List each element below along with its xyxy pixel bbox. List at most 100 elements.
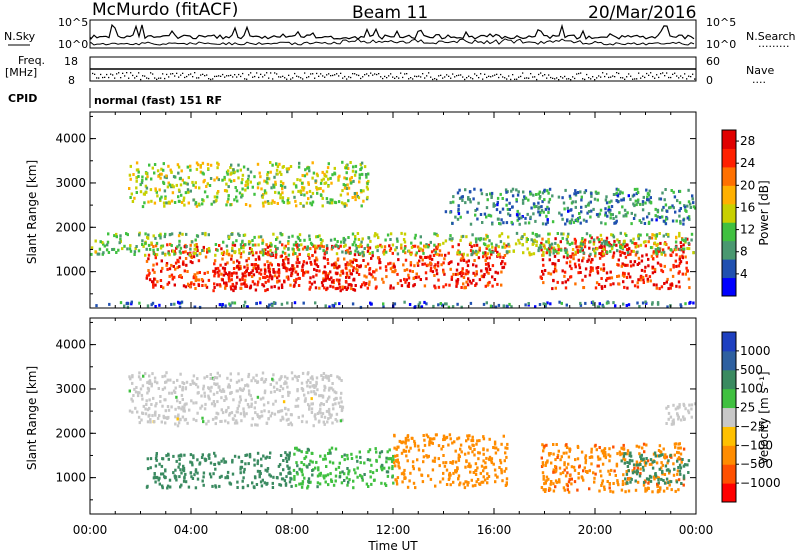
power-cell bbox=[90, 252, 93, 256]
velocity-cell bbox=[469, 470, 472, 474]
velocity-ytick-label: 2000 bbox=[55, 426, 86, 440]
power-cell bbox=[544, 207, 548, 211]
power-cell bbox=[225, 189, 229, 193]
nave-point bbox=[132, 74, 134, 77]
power-cell bbox=[174, 261, 178, 265]
power-cell bbox=[606, 277, 609, 280]
velocity-cell bbox=[576, 488, 579, 492]
beam-title: Beam 11 bbox=[352, 3, 428, 23]
power-cell bbox=[565, 237, 569, 241]
power-cell bbox=[225, 182, 228, 186]
velocity-cell bbox=[549, 482, 552, 486]
power-cell bbox=[423, 244, 426, 248]
nave-point bbox=[468, 75, 470, 77]
power-cell bbox=[154, 305, 157, 308]
power-cell bbox=[684, 302, 687, 306]
power-cell bbox=[544, 222, 548, 226]
power-cell bbox=[543, 246, 546, 250]
velocity-cell bbox=[625, 470, 628, 473]
velocity-cell bbox=[225, 397, 228, 401]
power-cell bbox=[250, 263, 254, 267]
velocity-cell bbox=[423, 443, 427, 447]
power-cell bbox=[139, 183, 142, 187]
power-cell bbox=[223, 177, 226, 181]
velocity-cell bbox=[263, 391, 267, 395]
nave-point bbox=[294, 72, 296, 75]
power-cell bbox=[255, 251, 258, 255]
power-cell bbox=[602, 263, 605, 267]
velocity-cell bbox=[335, 412, 339, 416]
power-cell bbox=[293, 267, 296, 271]
power-cell bbox=[332, 304, 336, 308]
velocity-cell bbox=[504, 484, 508, 487]
power-cell bbox=[154, 187, 157, 191]
power-cell bbox=[298, 261, 301, 265]
power-cell bbox=[188, 285, 192, 289]
velocity-cell bbox=[311, 384, 314, 388]
power-cell bbox=[419, 278, 422, 281]
power-cell bbox=[276, 236, 279, 240]
power-cell bbox=[370, 302, 373, 306]
velocity-cell bbox=[326, 420, 329, 424]
power-cell bbox=[403, 246, 407, 250]
power-cell bbox=[396, 239, 399, 243]
velocity-cell bbox=[311, 402, 314, 406]
velocity-cell bbox=[198, 461, 202, 465]
velocity-cell bbox=[661, 453, 664, 457]
velocity-cell bbox=[260, 464, 263, 468]
power-cell bbox=[145, 274, 149, 278]
velocity-cell bbox=[547, 477, 550, 481]
power-cell bbox=[330, 276, 333, 280]
velocity-cell bbox=[164, 469, 167, 473]
power-cell bbox=[649, 200, 653, 204]
velocity-cell bbox=[149, 457, 153, 461]
velocity-cell bbox=[404, 436, 408, 440]
power-cell bbox=[228, 278, 232, 282]
power-cell bbox=[334, 302, 337, 306]
power-cell bbox=[291, 190, 295, 194]
power-cell bbox=[516, 218, 519, 222]
power-cell bbox=[407, 282, 411, 285]
velocity-cell bbox=[395, 447, 398, 451]
power-cell bbox=[315, 185, 318, 189]
velocity-cell bbox=[209, 461, 213, 465]
power-cell bbox=[407, 249, 411, 253]
velocity-cell bbox=[409, 471, 412, 475]
velocity-cell bbox=[235, 380, 239, 384]
velocity-cell bbox=[235, 410, 238, 414]
velocity-cell bbox=[567, 455, 571, 459]
power-cell bbox=[416, 263, 420, 267]
nave-point bbox=[514, 78, 516, 80]
power-cell bbox=[485, 246, 488, 250]
velocity-cell bbox=[392, 458, 395, 462]
velocity-cell bbox=[673, 467, 676, 471]
power-cell bbox=[209, 177, 213, 180]
velocity-cell bbox=[608, 447, 611, 451]
velocity-cell bbox=[663, 481, 667, 485]
power-cell bbox=[621, 205, 624, 209]
velocity-cell bbox=[328, 448, 331, 452]
power-cell bbox=[247, 174, 250, 178]
velocity-cell bbox=[194, 486, 198, 490]
velocity-cell bbox=[287, 408, 290, 412]
velocity-cell bbox=[322, 375, 325, 379]
power-cell bbox=[482, 251, 485, 255]
nave-point bbox=[298, 76, 300, 78]
power-cell bbox=[534, 219, 537, 223]
velocity-cell bbox=[168, 391, 171, 395]
velocity-cell bbox=[310, 407, 314, 411]
power-cell bbox=[430, 257, 434, 261]
power-cell bbox=[319, 181, 323, 185]
nave-point bbox=[564, 75, 566, 78]
velocity-cell bbox=[354, 471, 357, 475]
power-cell bbox=[348, 269, 351, 273]
power-cell bbox=[552, 270, 555, 274]
power-cell bbox=[655, 243, 658, 247]
power-cell bbox=[630, 222, 633, 226]
nave-point bbox=[670, 76, 672, 79]
power-cell bbox=[221, 303, 224, 306]
velocity-cell bbox=[303, 476, 306, 480]
power-cell bbox=[158, 234, 161, 238]
power-cell bbox=[540, 246, 543, 250]
velocity-cell bbox=[667, 459, 670, 463]
